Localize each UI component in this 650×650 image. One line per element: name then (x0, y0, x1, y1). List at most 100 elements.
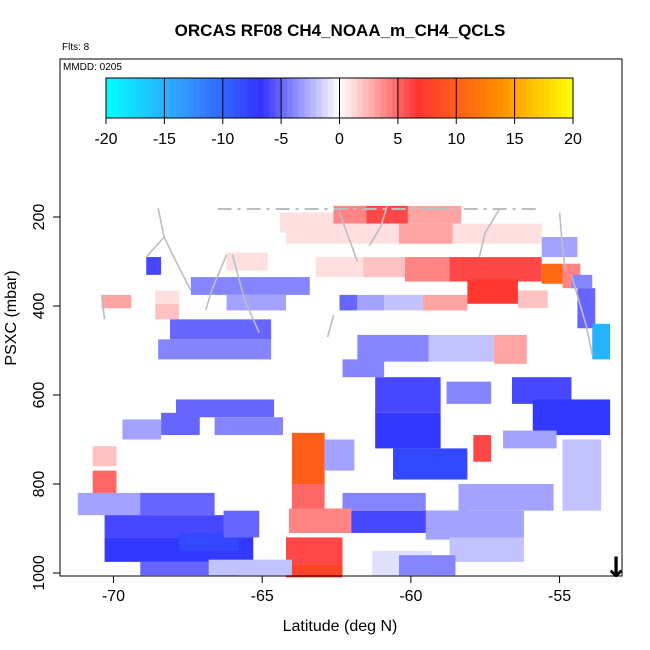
heatmap-cell (155, 303, 179, 320)
colorbar-swatch (211, 78, 218, 118)
flight-track-segment (204, 254, 228, 311)
heatmap-cell (342, 359, 385, 378)
colorbar-tick-label: 0 (335, 131, 344, 148)
heatmap-cell (592, 323, 611, 360)
colorbar-swatch (555, 78, 562, 118)
colorbar-swatch (462, 78, 469, 118)
colorbar-tick-label: -10 (211, 131, 234, 148)
colorbar-swatch (456, 78, 463, 118)
heatmap-cell (393, 448, 468, 480)
colorbar-tick-label: 20 (564, 131, 582, 148)
colorbar-swatch (403, 78, 411, 118)
heatmap-cell (541, 263, 563, 284)
colorbar-swatch (357, 78, 364, 118)
colorbar-swatch (362, 78, 370, 118)
y-tick-label: 800 (31, 471, 48, 498)
heatmap-cell (494, 334, 527, 364)
colorbar-swatch (123, 78, 130, 118)
heatmap-cell (398, 223, 453, 244)
heatmap-cell (122, 419, 162, 440)
colorbar-swatch (170, 78, 177, 118)
colorbar-swatch (275, 78, 282, 118)
colorbar-swatch (111, 78, 119, 118)
colorbar-swatch (321, 78, 329, 118)
flight-track-segment (478, 207, 501, 258)
heatmap-cell (285, 223, 399, 244)
x-axis: -70 -65 -60 -55 (102, 576, 571, 605)
x-tick-label: -60 (399, 588, 422, 605)
colorbar-swatch (543, 78, 551, 118)
heatmap-cell (226, 252, 269, 271)
heatmap-cell (503, 430, 557, 449)
colorbar-swatch (450, 78, 457, 118)
colorbar-swatch (234, 78, 241, 118)
heatmap-cell (517, 290, 548, 309)
colorbar-swatch (129, 78, 136, 118)
heatmap-cell (92, 446, 117, 467)
heatmap-cell (92, 470, 117, 498)
colorbar-swatch (508, 78, 516, 118)
colorbar-swatch (567, 78, 574, 118)
heatmap-cell (223, 510, 260, 538)
flight-track-segment (368, 205, 388, 247)
heatmap-cell (562, 439, 602, 511)
colorbar-swatch (304, 78, 311, 118)
colorbar-swatch (222, 78, 230, 118)
colorbar-swatch (257, 78, 265, 118)
colorbar-swatch (473, 78, 481, 118)
heatmap-cell (315, 257, 364, 278)
flight-track-segment (326, 314, 335, 338)
colorbar-swatch (415, 78, 422, 118)
colorbar-swatch (292, 78, 300, 118)
heatmap-cell (357, 334, 429, 362)
heatmap-cell (577, 288, 596, 329)
colorbar-swatch (187, 78, 195, 118)
colorbar-swatch (409, 78, 416, 118)
colorbar-swatch (392, 78, 399, 118)
flight-track-segment (231, 254, 260, 334)
heatmap-cell (446, 381, 492, 404)
heatmap-cell (175, 399, 275, 418)
colorbar-swatch (467, 78, 475, 118)
colorbar-swatch (485, 78, 492, 118)
heatmap-cell (140, 492, 215, 516)
flight-track-segment (163, 236, 192, 291)
heatmap-cell (449, 537, 524, 562)
heatmap-cell (425, 510, 524, 540)
colorbar-swatch (374, 78, 381, 118)
colorbar-swatch (549, 78, 557, 118)
colorbar-swatch (427, 78, 434, 118)
colorbar-swatch (199, 78, 206, 118)
heatmap-cell (452, 223, 542, 244)
colorbar-swatch (327, 78, 335, 118)
colorbar-tick-label: 15 (506, 131, 524, 148)
colorbar-swatch (421, 78, 428, 118)
flight-track-segment (338, 212, 359, 262)
colorbar-swatch (438, 78, 446, 118)
colorbar-swatch (228, 78, 236, 118)
colorbar-swatch (251, 78, 259, 118)
colorbar-swatch (397, 78, 405, 118)
flights-label: Flts: 8 (62, 42, 90, 53)
x-tick-label: -65 (251, 588, 274, 605)
colorbar-swatch (106, 78, 113, 118)
colorbar-swatch (240, 78, 247, 118)
colorbar-swatch (537, 78, 545, 118)
colorbar-swatch (181, 78, 189, 118)
heatmap-cell (366, 205, 408, 224)
colorbar-swatch (216, 78, 224, 118)
colorbar-tick-label: 10 (447, 131, 465, 148)
heatmap-cell (104, 515, 254, 538)
x-tick-label: -55 (548, 588, 571, 605)
colorbar-swatch (246, 78, 253, 118)
heatmap-cell (77, 492, 147, 516)
colorbar-swatch (561, 78, 568, 118)
heatmap-cell (398, 555, 456, 576)
colorbar-swatch (141, 78, 148, 118)
heatmap-cell (190, 277, 310, 295)
heatmap-cell (170, 319, 272, 340)
x-axis-label: Latitude (deg N) (283, 618, 398, 635)
y-tick-label: 1000 (31, 555, 48, 591)
colorbar-swatch (491, 78, 498, 118)
